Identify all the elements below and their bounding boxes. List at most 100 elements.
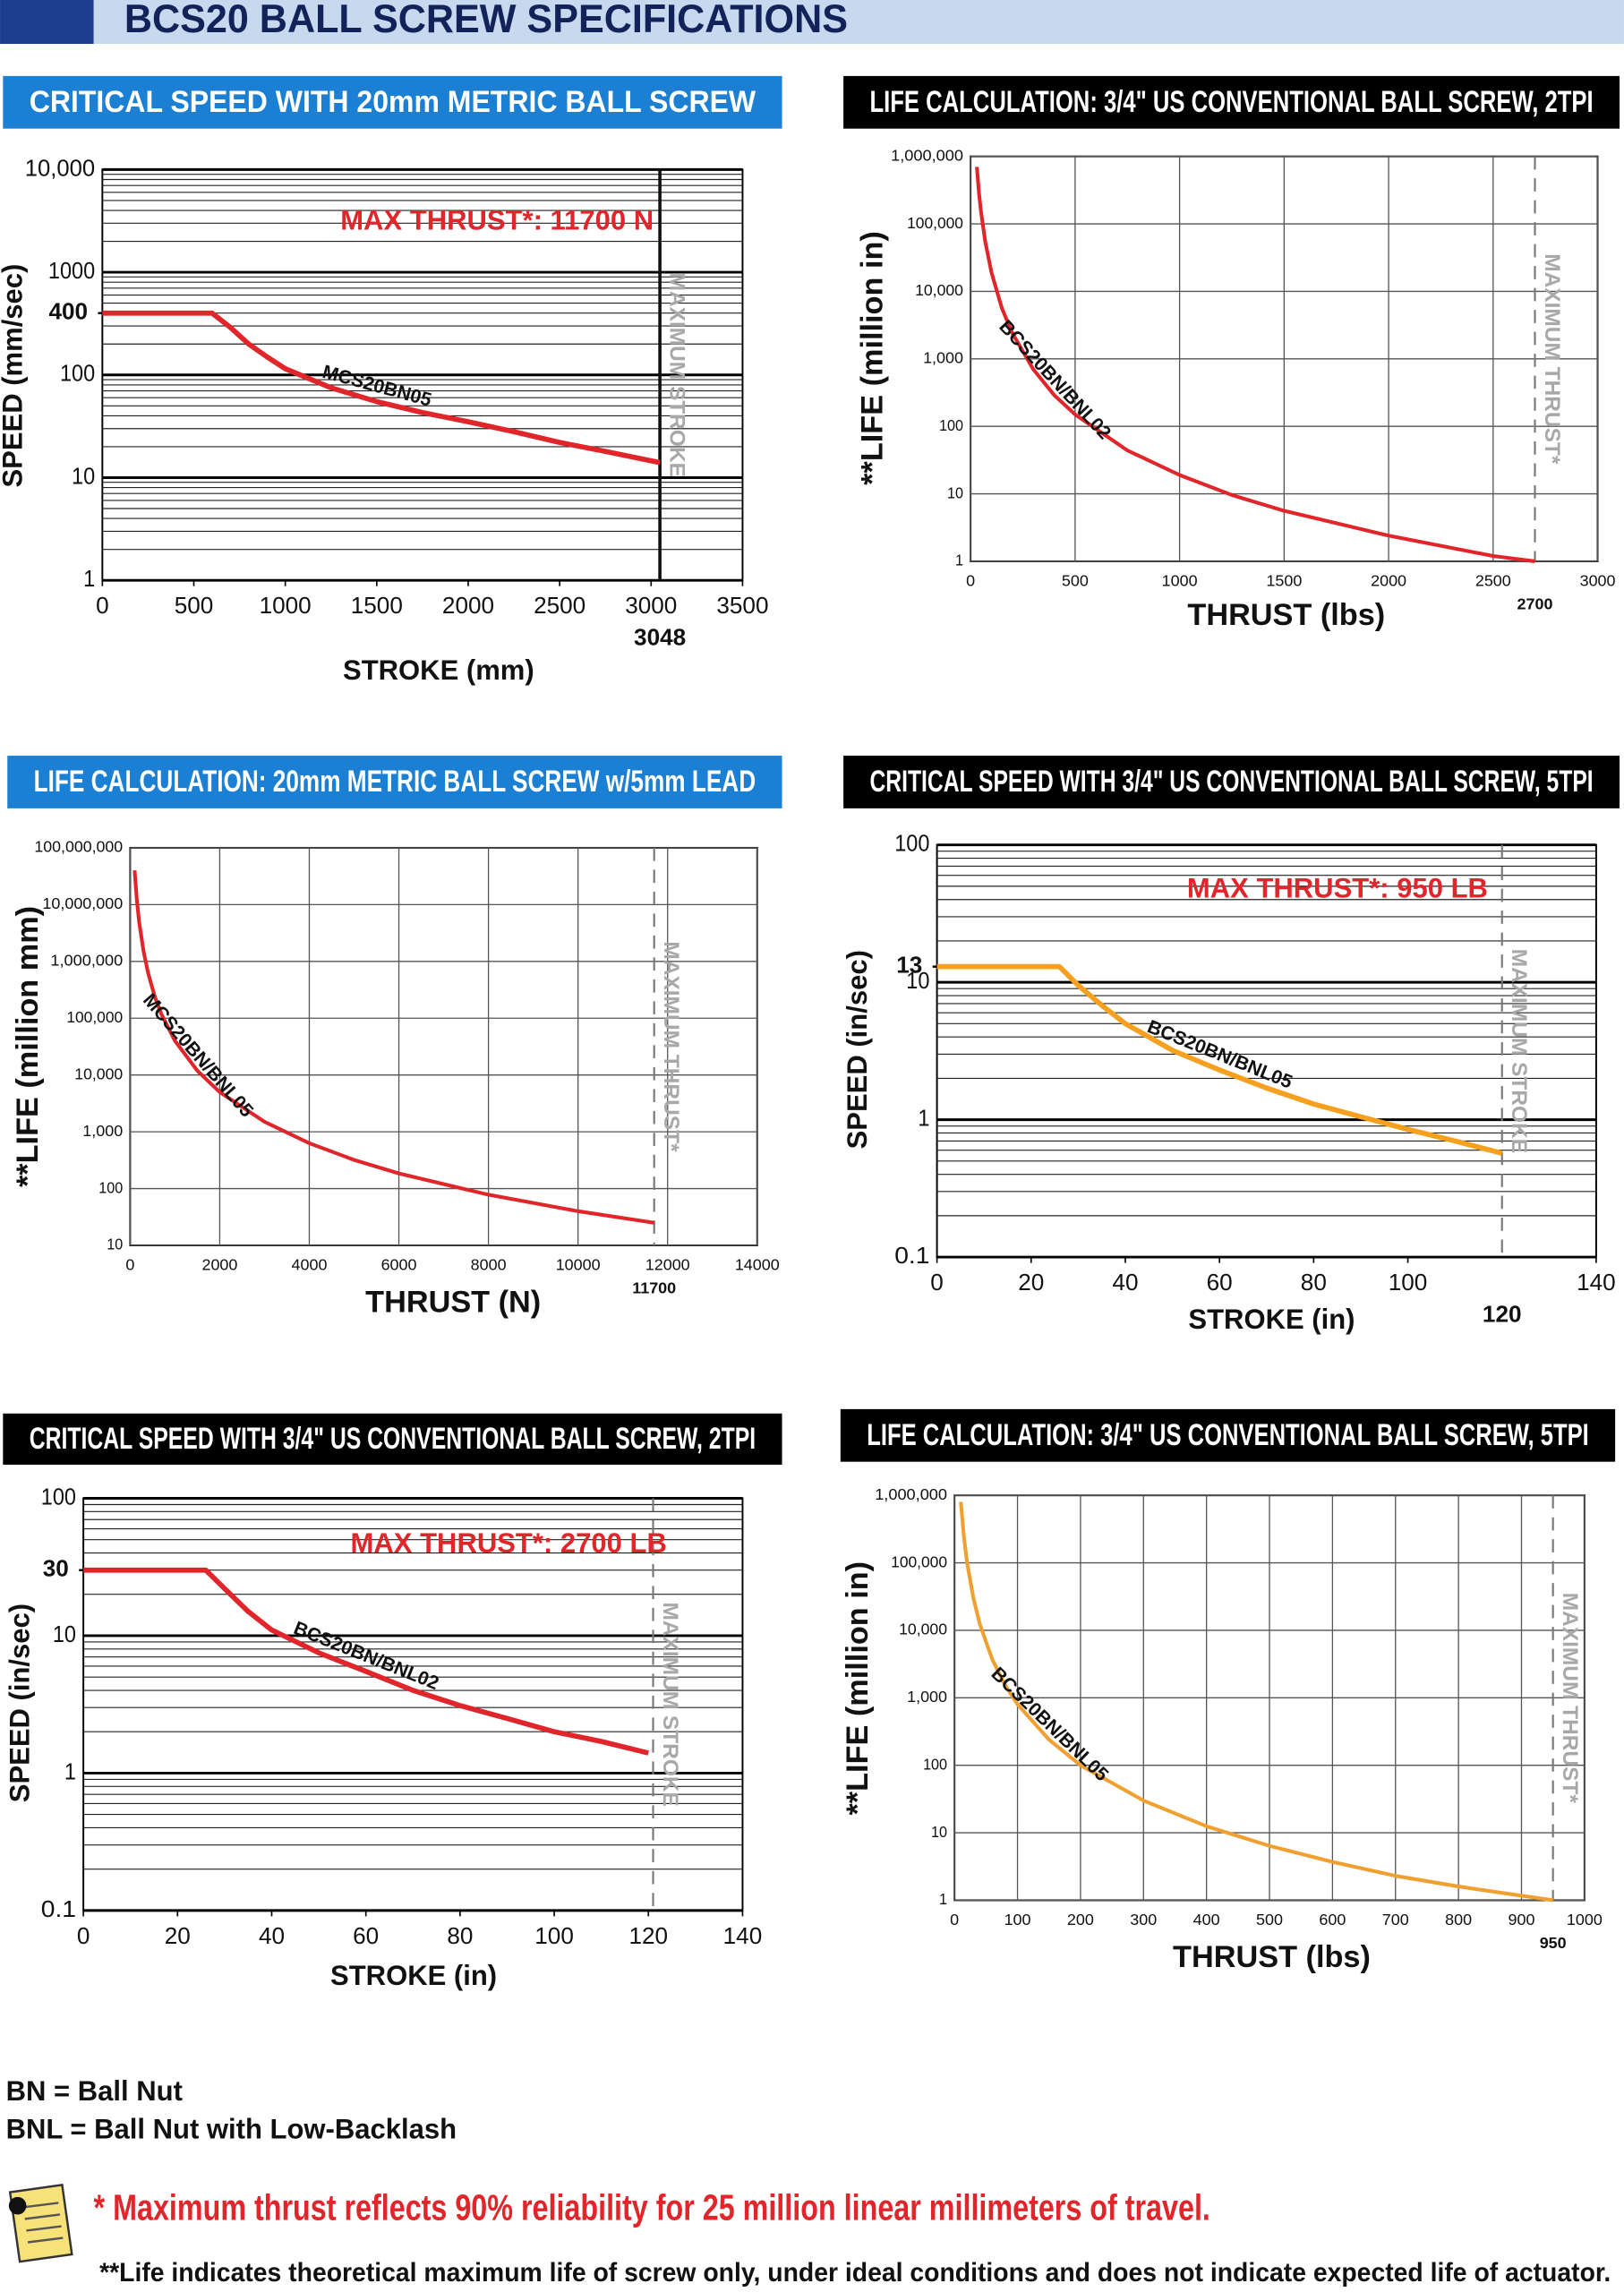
title-bar [843,756,1620,808]
y-tick-label: 10 [947,483,963,501]
y-axis-label: SPEED (mm/sec) [0,264,29,488]
x-tick-label: 6000 [381,1255,417,1273]
x-tick-label: 20 [165,1922,191,1949]
annotation: MAX THRUST*: 2700 LB [351,1527,667,1559]
y-axis-label: SPEED (in/sec) [842,950,873,1149]
abbreviation: BNL = Ball Nut with Low-Backlash [6,2114,457,2145]
limit-label: MAXIMUM THRUST* [659,941,683,1152]
limit-label: MAXIMUM THRUST* [1558,1593,1582,1804]
limit-value: 120 [1483,1300,1522,1327]
y-tick-label: 10 [53,1621,76,1647]
plot-area [82,1497,744,1911]
x-tick-label: 1500 [1266,571,1302,589]
x-tick-label: 400 [1193,1911,1220,1929]
series-line [132,870,655,1225]
y-tick-label: 0.1 [894,1242,929,1269]
x-tick-label: 1000 [260,592,312,619]
chart-title: CRITICAL SPEED WITH 20mm METRIC BALL SCR… [30,85,756,119]
x-tick-label: 500 [1062,571,1089,589]
x-tick-label: 14000 [735,1255,780,1273]
y-tick-label: 100,000,000 [34,838,123,856]
plot-area [129,846,758,1246]
limit-value: 2700 [1517,595,1553,613]
series-line [102,310,661,466]
y-tick-label: 1,000,000 [891,146,963,164]
y-tick-label: 1 [918,1105,929,1132]
y-tick-label: 1 [939,1890,947,1908]
y-tick-label: 1 [955,552,963,569]
y-axis-label: **LIFE (million in) [841,1561,875,1816]
x-axis-label: STROKE (mm) [343,654,534,686]
x-tick-label: 3500 [716,592,768,619]
limit-value: 3048 [634,623,686,650]
title-bar [3,75,782,129]
y-tick-label: 10,000 [74,1065,123,1082]
y-tick-label: 100 [41,1483,76,1509]
y-tick-label: 1,000 [923,349,963,367]
chart-title: LIFE CALCULATION: 3/4" US CONVENTIONAL B… [869,85,1593,119]
title-bar [7,756,782,808]
x-axis-label: THRUST (lbs) [1173,1940,1371,1974]
x-axis-label: THRUST (N) [365,1285,541,1319]
y-tick-label: 10,000 [915,281,963,299]
x-tick-label: 700 [1382,1911,1409,1929]
x-tick-label: 1500 [351,592,403,619]
x-tick-label: 500 [175,592,214,619]
abbreviation: BN = Ball Nut [6,2075,183,2107]
x-tick-label: 12000 [645,1255,690,1273]
y-tick-label: 0.1 [41,1895,76,1922]
y-tick-label: 1,000,000 [875,1485,947,1503]
annotation: MAX THRUST*: 950 LB [1187,872,1488,903]
y-tick-label: 1 [83,565,95,592]
chart-title: LIFE CALCULATION: 3/4" US CONVENTIONAL B… [867,1418,1589,1452]
y-tick-label: 100,000 [891,1552,947,1570]
x-tick-label: 2000 [1371,571,1406,589]
y-tick-label: 10 [931,1823,947,1841]
x-tick-label: 600 [1319,1911,1346,1929]
y-tick-label: 10 [72,462,95,489]
x-tick-label: 1000 [1567,1911,1603,1929]
highlight-label: 30 [43,1555,69,1582]
x-tick-label: 100 [1389,1269,1428,1296]
x-tick-label: 20 [1018,1269,1044,1296]
x-tick-label: 0 [96,592,109,619]
x-tick-label: 140 [723,1922,763,1949]
page-title: BCS20 BALL SCREW SPECIFICATIONS [124,0,848,41]
highlight-label: 13 [896,952,922,979]
x-tick-label: 8000 [471,1255,507,1273]
title-bar [840,1408,1616,1462]
y-tick-label: 100 [98,1178,123,1196]
x-tick-label: 500 [1256,1911,1283,1929]
y-tick-label: 10,000 [899,1621,947,1638]
y-tick-label: 1 [64,1757,76,1784]
y-tick-label: 10,000,000 [42,894,123,912]
x-tick-label: 80 [447,1922,473,1949]
x-tick-label: 60 [1207,1269,1233,1296]
x-tick-label: 10000 [556,1255,601,1273]
x-tick-label: 60 [353,1922,379,1949]
x-tick-label: 2000 [442,592,494,619]
x-tick-label: 120 [628,1922,668,1949]
x-axis-label: STROKE (in) [330,1960,497,1991]
annotation: MAX THRUST*: 11700 N [340,204,654,235]
chart-title: CRITICAL SPEED WITH 3/4" US CONVENTIONAL… [30,1422,756,1456]
x-tick-label: 200 [1067,1911,1094,1929]
x-tick-label: 2500 [1475,571,1511,589]
x-tick-label: 0 [77,1922,90,1949]
y-tick-label: 1,000,000 [50,952,123,970]
highlight-label: 400 [48,298,88,325]
series-line [959,1501,1553,1903]
x-tick-label: 80 [1301,1269,1327,1296]
title-bar [843,75,1620,129]
x-tick-label: 2500 [534,592,585,619]
x-tick-label: 0 [966,571,975,589]
series-line [936,963,1503,1156]
y-axis-label: **LIFE (million in) [855,231,889,485]
y-tick-label: 100,000 [66,1008,123,1026]
y-tick-label: 10 [107,1236,123,1253]
chart-title: LIFE CALCULATION: 20mm METRIC BALL SCREW… [34,765,756,799]
y-tick-label: 1000 [48,257,95,284]
limit-label: MAXIMUM STROKE [665,273,689,477]
